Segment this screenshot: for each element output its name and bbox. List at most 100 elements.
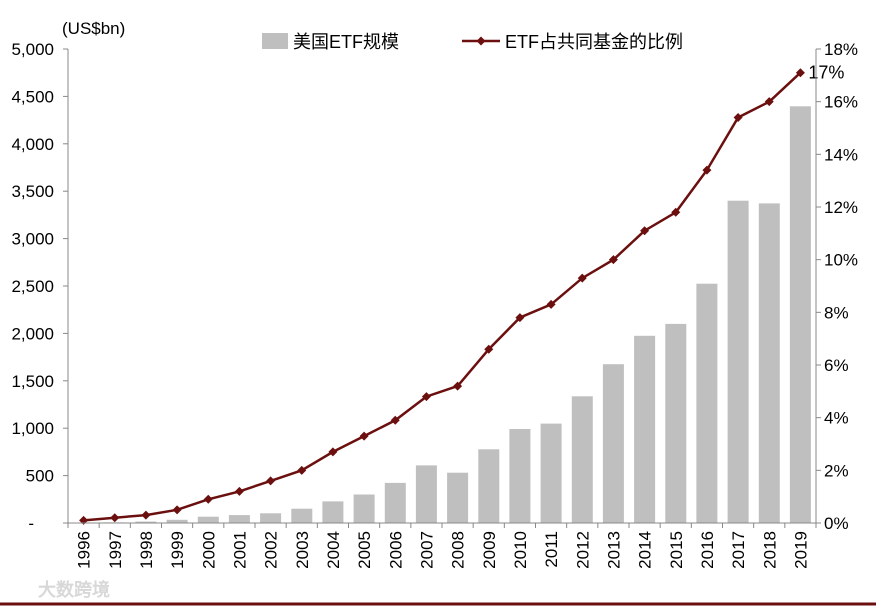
legend-line-marker: [476, 36, 486, 46]
right-tick-label: 18%: [824, 40, 858, 59]
end-value-label: 17%: [808, 63, 844, 83]
left-tick-label: 3,000: [11, 230, 54, 249]
left-tick-label: 1,000: [11, 419, 54, 438]
bar: [447, 472, 469, 523]
right-tick-label: 6%: [824, 356, 849, 375]
x-tick-label: 2018: [760, 531, 779, 569]
left-tick-label: 500: [26, 467, 54, 486]
bar: [166, 519, 188, 523]
line-point: [608, 255, 618, 265]
x-tick-label: 2011: [542, 531, 561, 568]
x-tick-label: 2015: [667, 531, 686, 569]
line-point: [577, 273, 587, 283]
x-tick-label: 2016: [698, 531, 717, 569]
left-tick-label: 4,000: [11, 135, 54, 154]
line-point: [297, 465, 307, 475]
x-tick-label: 2002: [262, 531, 281, 569]
right-tick-label: 4%: [824, 409, 849, 428]
x-tick-label: 2005: [355, 531, 374, 569]
x-tick-label: 2010: [511, 531, 530, 569]
bar: [228, 515, 250, 523]
line-point: [203, 494, 213, 504]
bar: [415, 465, 437, 523]
x-tick-label: 2019: [791, 531, 810, 569]
legend: 美国ETF规模 ETF占共同基金的比例: [262, 32, 683, 52]
bar: [602, 364, 624, 523]
legend-bar-swatch: [262, 33, 288, 49]
line-point: [795, 68, 805, 78]
left-tick-label: 2,000: [11, 324, 54, 343]
line-point: [79, 515, 89, 525]
line-point: [110, 513, 120, 523]
left-tick-label: 1,500: [11, 372, 54, 391]
bar: [197, 516, 219, 523]
bar: [260, 513, 282, 523]
bar: [384, 482, 406, 523]
bar: [571, 396, 593, 523]
line-point: [764, 97, 774, 107]
bar: [634, 335, 656, 523]
bar: [478, 449, 500, 523]
x-tick-label: 2013: [604, 531, 623, 569]
line-point: [546, 299, 556, 309]
right-tick-label: 2%: [824, 461, 849, 480]
bar: [727, 200, 749, 523]
right-tick-label: 14%: [824, 145, 858, 164]
left-tick-label: 2,500: [11, 277, 54, 296]
line-point: [172, 505, 182, 515]
line-path: [83, 71, 802, 522]
line-point: [234, 486, 244, 496]
line-point: [702, 165, 712, 175]
x-tick-label: 1997: [106, 531, 125, 569]
right-tick-label: 8%: [824, 303, 849, 322]
line-point: [390, 415, 400, 425]
line-point: [671, 207, 681, 217]
line-point: [515, 313, 525, 323]
legend-line-label: ETF占共同基金的比例: [505, 32, 683, 52]
x-tick-label: 1998: [137, 531, 156, 569]
legend-bar-label: 美国ETF规模: [293, 32, 399, 52]
bar: [291, 508, 313, 523]
right-tick-label: 16%: [824, 93, 858, 112]
bar: [322, 501, 344, 523]
bar: [135, 521, 157, 523]
line-point: [266, 476, 276, 486]
line-point: [328, 447, 338, 457]
right-tick-label: 10%: [824, 251, 858, 270]
line-point: [484, 344, 494, 354]
x-tick-label: 2007: [417, 531, 436, 569]
line-point: [359, 431, 369, 441]
x-tick-label: 2009: [480, 531, 499, 569]
left-tick-label: 5,000: [11, 40, 54, 59]
line-point: [733, 112, 743, 122]
x-tick-label: 2000: [199, 531, 218, 569]
line-point: [453, 381, 463, 391]
axes: - 500 1,000 1,500 2,000 2,500 3,000 3,500 4,000 4…: [0, 40, 876, 606]
bar-series: [73, 106, 811, 524]
x-tick-label: 1999: [168, 531, 187, 569]
x-tick-label: 2004: [324, 531, 343, 569]
left-axis-unit-label: (US$bn): [62, 19, 125, 38]
bar: [509, 429, 531, 523]
x-tick-label: 2003: [293, 531, 312, 569]
bar: [758, 203, 780, 523]
left-tick-label: -: [28, 514, 34, 533]
line-point: [421, 392, 431, 402]
bar: [665, 323, 687, 523]
bar: [540, 423, 562, 523]
x-tick-label: 2012: [573, 531, 592, 569]
bar: [789, 106, 811, 524]
line-series: 17%: [79, 63, 844, 525]
line-point: [141, 510, 151, 520]
line-point: [640, 226, 650, 236]
bar: [696, 283, 718, 523]
watermark: 大数跨境: [38, 579, 110, 600]
x-tick-label: 1996: [75, 531, 94, 569]
x-tick-label: 2008: [449, 531, 468, 569]
x-tick-label: 2001: [230, 531, 249, 569]
x-tick-label: 2014: [636, 531, 655, 569]
x-tick-label: 2017: [729, 531, 748, 569]
x-tick-label: 2006: [386, 531, 405, 569]
bar: [353, 494, 375, 523]
